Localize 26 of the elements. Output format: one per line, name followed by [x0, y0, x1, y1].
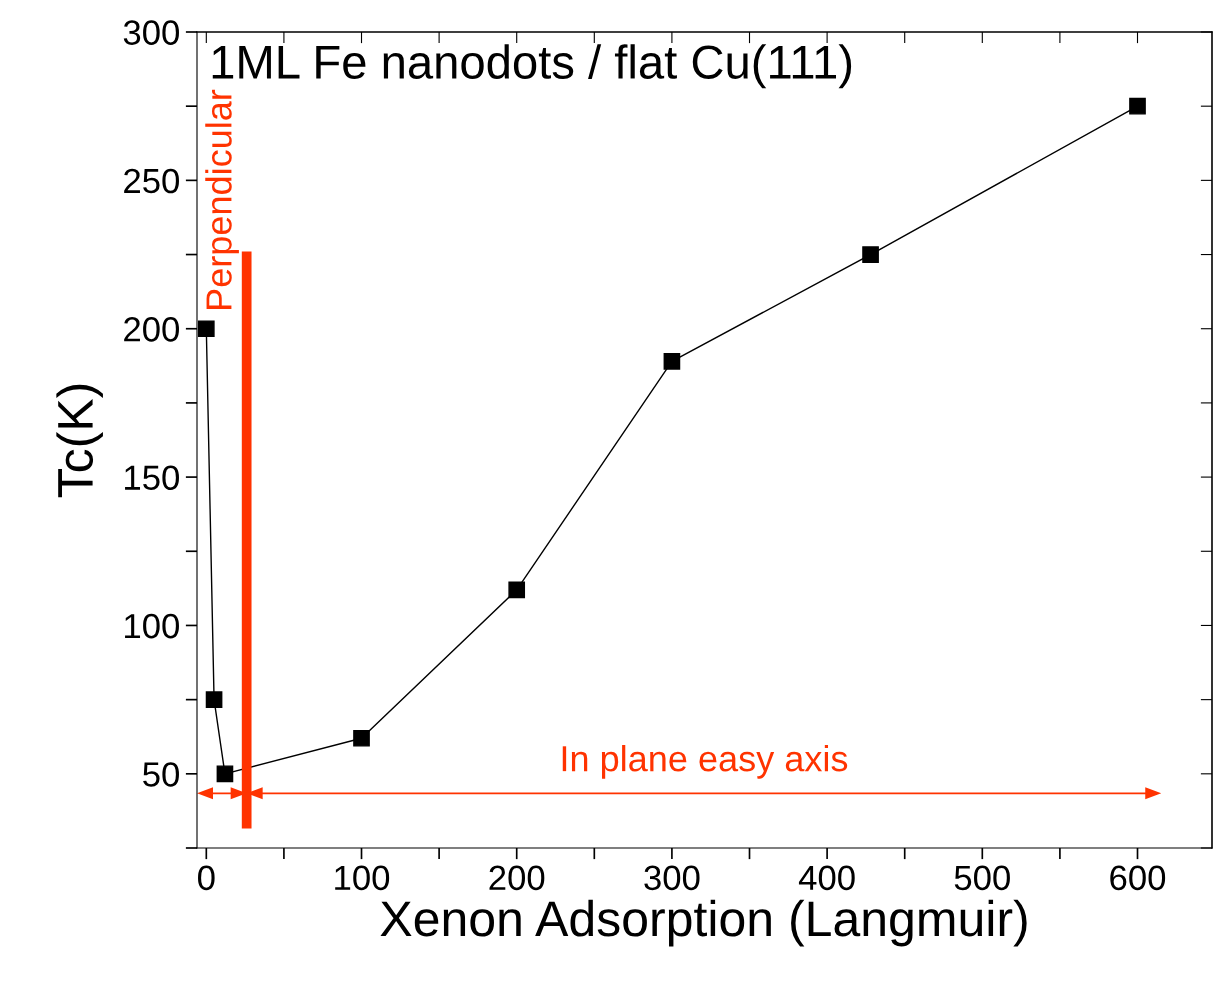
point	[197, 320, 215, 338]
point	[216, 765, 234, 783]
point	[353, 729, 370, 747]
annotation: In plane easy axis	[562, 744, 848, 779]
point	[1129, 97, 1146, 115]
ref-line-label: Perpendicular	[205, 89, 239, 309]
x-tick-label: 300	[644, 865, 700, 891]
y-tick-label: 200	[124, 317, 179, 342]
y-tick-label: 300	[123, 20, 179, 45]
y-tick-label: 100	[125, 613, 179, 639]
point	[862, 246, 879, 263]
x-tick-label: 600	[1110, 865, 1166, 891]
x-tick-label: 400	[798, 865, 855, 891]
x-tick-label: 200	[489, 865, 545, 891]
y-tick-label: 150	[125, 465, 179, 491]
point	[663, 353, 681, 370]
chart-title: 1ML Fe nanodots / flat Cu(111)	[212, 44, 852, 89]
x-axis-title: Xenon Adsorption (Langmuir)	[380, 899, 1027, 947]
point	[205, 691, 223, 708]
x-tick-label: 0	[198, 865, 215, 891]
y-axis-title: Tc(K)	[56, 384, 103, 498]
x-tick-label: 500	[954, 865, 1010, 891]
y-tick-label: 50	[143, 762, 179, 787]
x-tick-label: 100	[335, 865, 390, 891]
point	[508, 581, 526, 599]
y-tick-label: 250	[124, 168, 179, 194]
